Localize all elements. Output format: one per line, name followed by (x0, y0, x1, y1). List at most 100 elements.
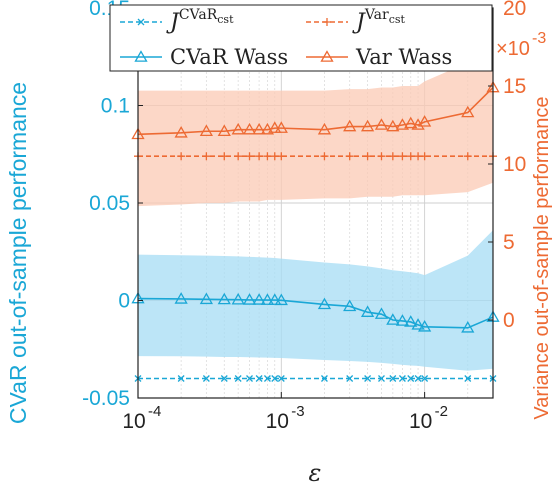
point-cvar_cst (263, 375, 271, 382)
point-var_wass (274, 121, 288, 133)
point-var_wass (386, 119, 400, 132)
point-var_wass (252, 122, 266, 135)
x-tick-label-exponent: -2 (435, 403, 448, 420)
point-var_wass (404, 116, 418, 129)
point-var_cst (363, 152, 372, 161)
point-cvar_wass (386, 313, 400, 325)
point-cvar_wass (317, 297, 332, 310)
point-cvar_cst (464, 375, 472, 382)
point-var_wass (268, 121, 282, 133)
point-var_cst (320, 152, 329, 161)
legend-label: CVaR Wass (170, 45, 288, 69)
point-cvar_cst (277, 375, 285, 382)
x-tick-label-exponent: -3 (291, 403, 304, 420)
point-cvar_cst (364, 375, 372, 382)
point-cvar_wass (418, 320, 432, 332)
point-cvar_cst (271, 375, 279, 382)
point-cvar_cst (398, 375, 406, 382)
point-var_cst (245, 152, 254, 161)
legend: JCVaRcst JVarcst CVaR Wass Var Wass (109, 4, 493, 72)
legend-marker (134, 50, 148, 62)
x-axis-label: ε (309, 459, 322, 487)
point-cvar_cst (255, 375, 263, 382)
point-var_cst (277, 152, 286, 161)
point-var_wass (231, 122, 245, 135)
point-cvar_wass (343, 299, 357, 312)
legend-item-var_wass: Var Wass (306, 45, 452, 69)
legend-item-var_cst: JVarcst (306, 7, 406, 35)
y-left-tick-label: 0.1 (101, 95, 130, 118)
point-var_cst (377, 152, 386, 161)
point-cvar_cst (421, 375, 429, 382)
legend-item-cvar_wass: CVaR Wass (120, 45, 288, 69)
x-tick-label: 10 (409, 410, 432, 433)
x-tick-label-exponent: -4 (148, 403, 161, 420)
point-var_wass (360, 119, 375, 132)
point-cvar_wass (268, 293, 282, 305)
legend-label: JCVaRcst (166, 7, 234, 35)
point-var_wass (174, 125, 188, 138)
legend-label: Var Wass (355, 45, 452, 69)
point-var_cst (263, 152, 272, 161)
y-left-tick-label: -0.05 (82, 387, 130, 410)
legend-marker (137, 18, 145, 26)
y-right-tick-label: 5 (503, 231, 515, 254)
point-var_wass (217, 124, 231, 137)
x-tick-label: 10 (266, 410, 289, 433)
right-axis-multiplier: ×10 -3 (496, 30, 546, 60)
point-var_cst (234, 152, 243, 161)
legend-marker (320, 50, 334, 62)
band-var_wass (138, 25, 493, 207)
point-var_cst (398, 152, 407, 161)
point-var_cst (202, 152, 211, 161)
y-right-tick-label: 10 (503, 153, 526, 176)
point-var_cst (406, 152, 415, 161)
point-var_cst (177, 152, 186, 161)
point-cvar_wass (461, 320, 475, 333)
point-cvar_cst (407, 375, 415, 382)
point-var_wass (461, 105, 475, 118)
point-cvar_cst (389, 375, 397, 382)
point-cvar_wass (360, 305, 375, 317)
point-var_wass (418, 115, 432, 127)
point-cvar_wass (174, 292, 188, 304)
legend-label: JVarcst (352, 7, 406, 35)
x-tick-label: 10 (122, 410, 145, 433)
y-left-tick-label: 0 (118, 290, 130, 313)
point-cvar_wass (395, 314, 410, 326)
point-var_wass (199, 124, 213, 137)
point-var_cst (255, 152, 264, 161)
legend-item-cvar_cst: JCVaRcst (120, 7, 234, 35)
series-markers (131, 80, 500, 382)
y-left-tick-label: 0.05 (89, 192, 130, 215)
y-axis-label-right: Variance out-of-sample performance (531, 96, 553, 419)
point-var_wass (374, 118, 389, 130)
point-cvar_cst (220, 375, 228, 382)
point-var_cst (463, 152, 472, 161)
point-cvar_wass (199, 292, 213, 305)
point-cvar_cst (320, 375, 328, 382)
point-var_cst (220, 152, 229, 161)
point-cvar_cst (177, 375, 185, 382)
right-axis-multiplier-exp: -3 (532, 30, 546, 47)
point-cvar_cst (202, 375, 210, 382)
point-var_wass (260, 122, 275, 135)
y-right-tick-label: 20 (503, 0, 526, 20)
confidence-bands (138, 25, 493, 371)
point-var_wass (242, 122, 257, 135)
legend-marker (323, 18, 331, 26)
point-cvar_wass (231, 292, 245, 305)
point-cvar_wass (274, 293, 288, 306)
legend-box (109, 4, 493, 72)
point-cvar_cst (234, 375, 242, 382)
y-right-tick-label: 15 (503, 75, 526, 98)
point-cvar_wass (242, 293, 257, 305)
point-var_wass (395, 118, 410, 130)
point-cvar_wass (260, 293, 275, 305)
point-cvar_cst (414, 375, 422, 382)
y-right-tick-label: 0 (503, 309, 515, 332)
y-axis-label-left: CVaR out-of-sample performance (5, 82, 31, 424)
point-var_wass (343, 119, 357, 132)
point-cvar_wass (217, 292, 231, 305)
